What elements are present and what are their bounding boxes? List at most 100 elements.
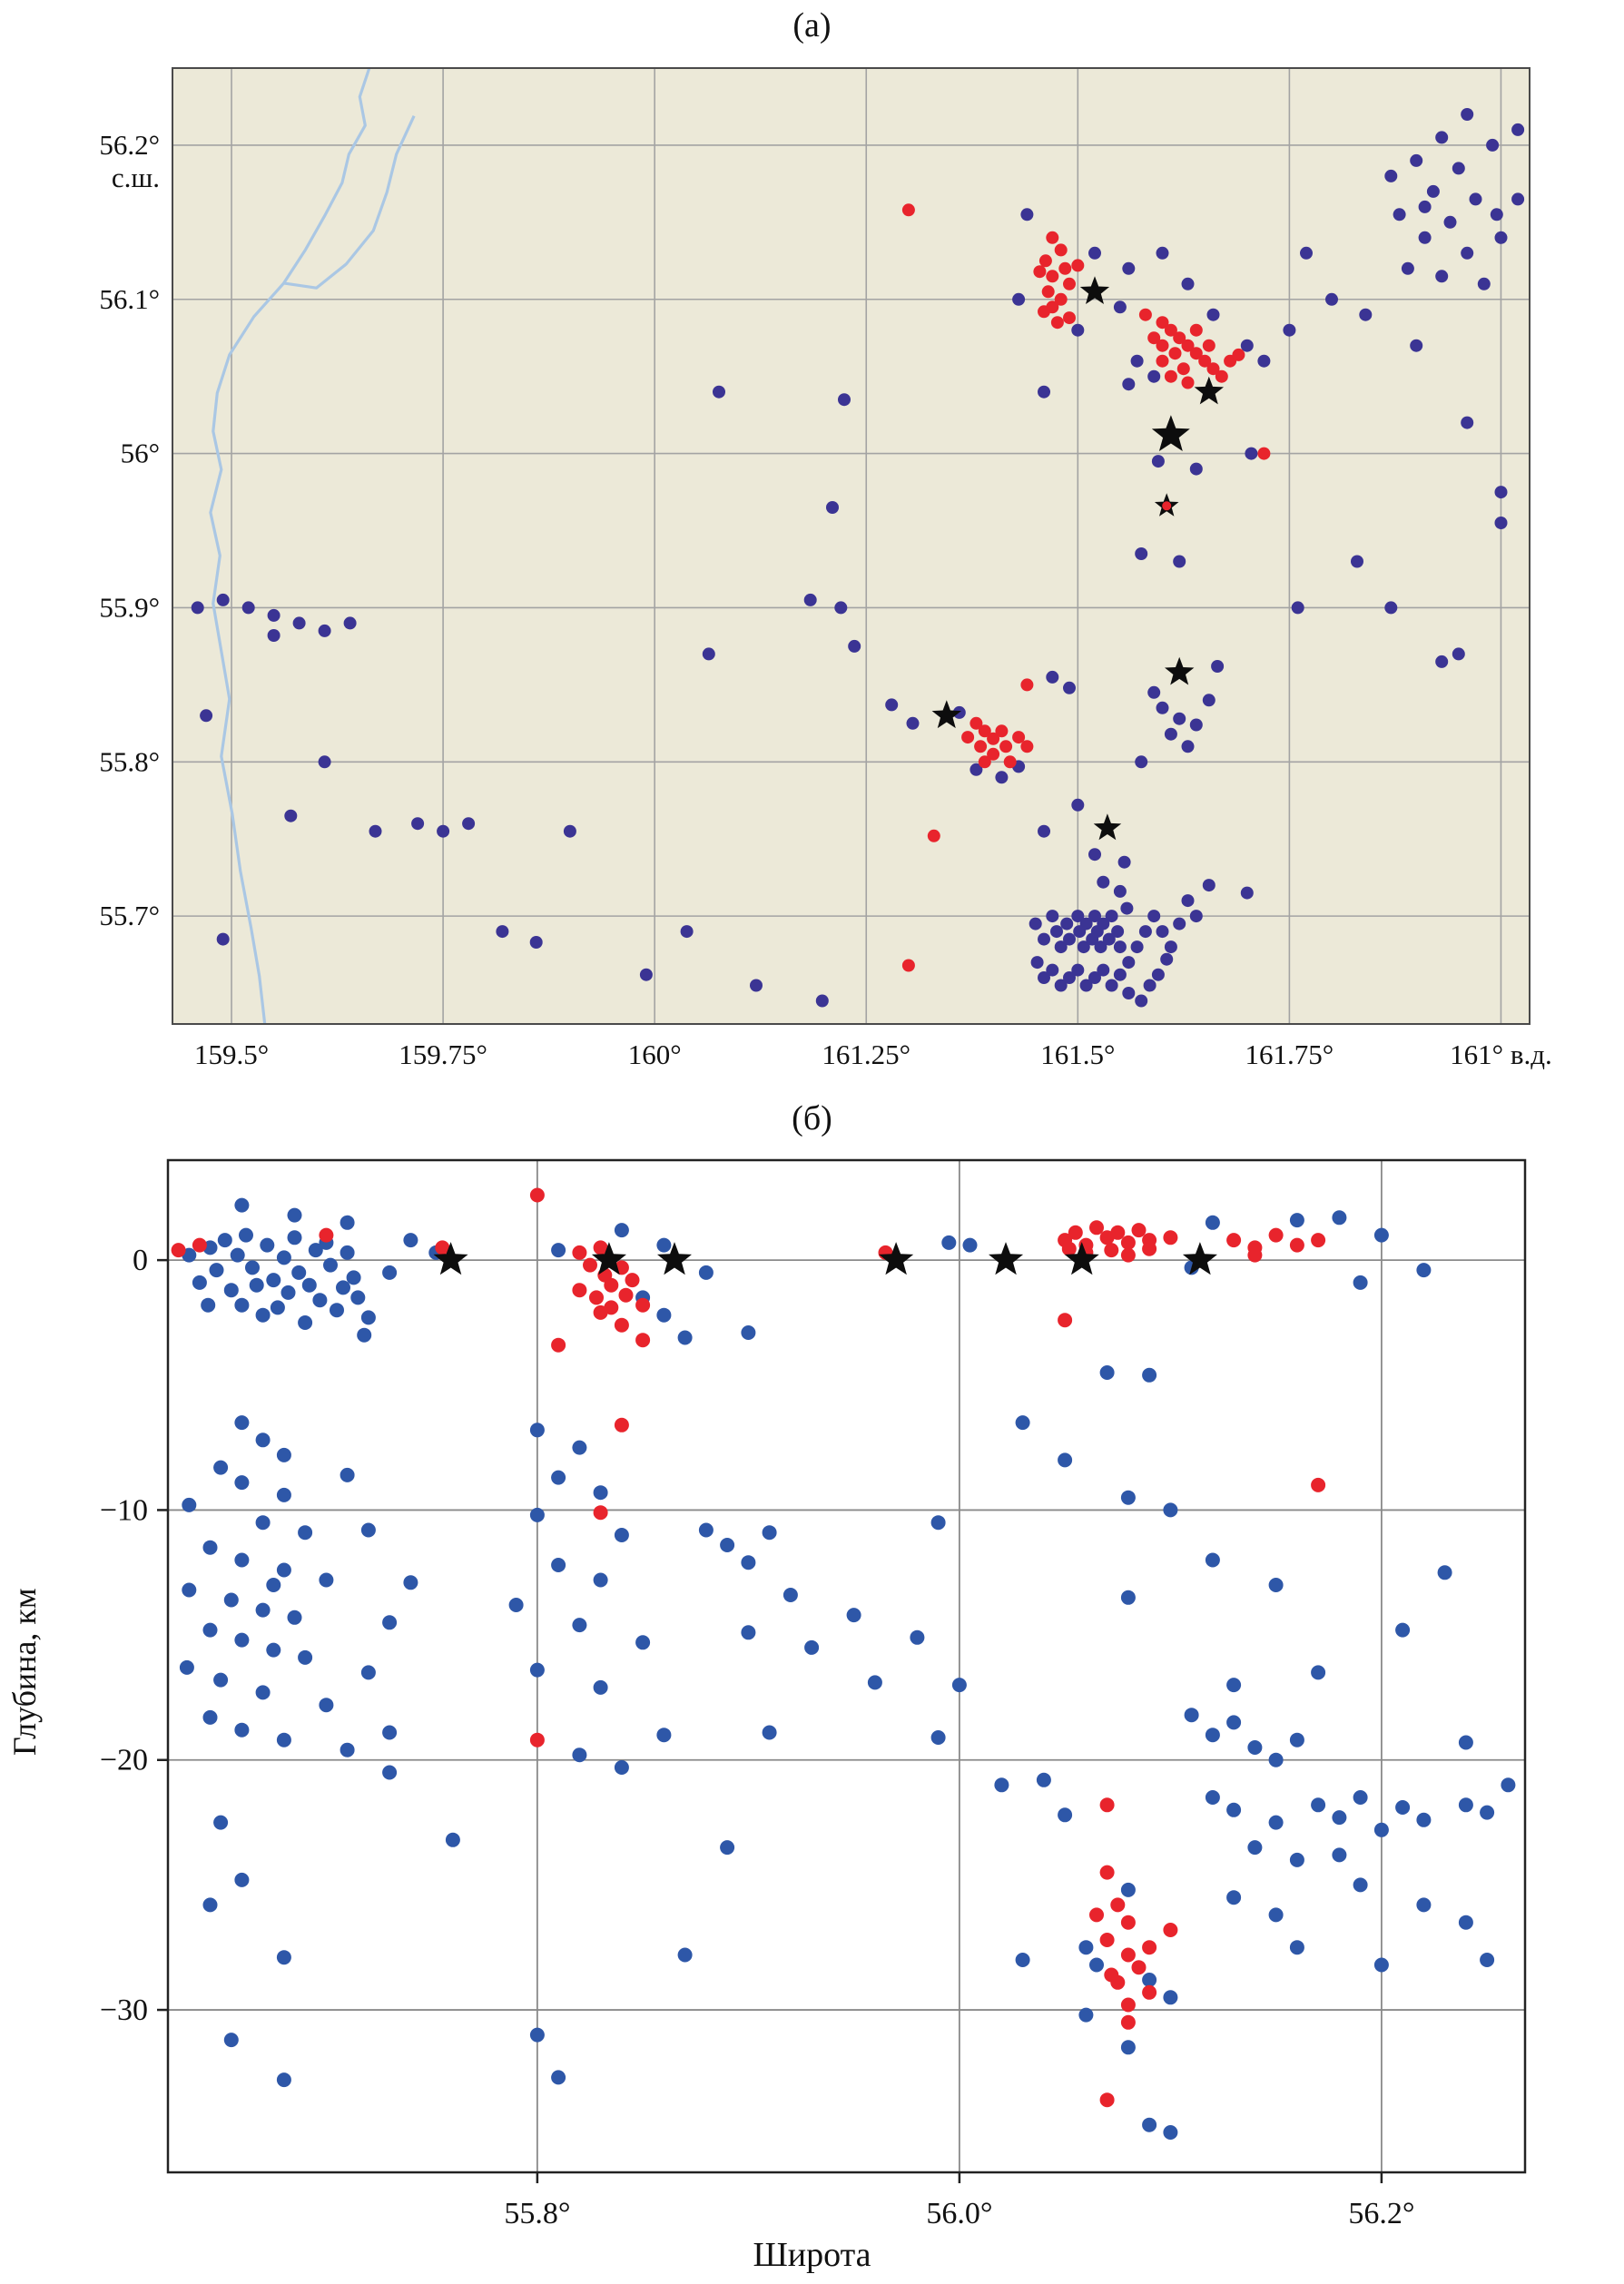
epicenter-star: [879, 1242, 914, 1275]
event-dot: [1164, 727, 1177, 741]
event-dot: [201, 1297, 216, 1313]
event-dot: [1189, 462, 1203, 476]
event-dot: [1163, 1990, 1178, 2005]
event-dot: [1120, 2040, 1136, 2055]
y-tick-label: −30: [100, 1994, 148, 2027]
event-dot: [593, 1485, 608, 1501]
event-dot: [239, 1227, 253, 1243]
event-dot: [1289, 1732, 1304, 1747]
event-dot: [255, 1515, 271, 1531]
event-dot: [1063, 277, 1076, 290]
event-dot: [1373, 1822, 1389, 1837]
event-dot: [435, 1240, 450, 1255]
event-dot: [593, 1679, 608, 1695]
event-dot: [1477, 277, 1491, 290]
event-dot: [234, 1297, 250, 1313]
event-dot: [1143, 979, 1156, 992]
event-dot: [1181, 740, 1195, 753]
event-dot: [910, 1629, 925, 1645]
event-dot: [1120, 1235, 1136, 1250]
event-dot: [1247, 1247, 1263, 1263]
y-tick-label: 55.8°: [99, 745, 160, 777]
profile-x-tick-labels: 55.8° 56.0° 56.2°: [504, 2197, 1414, 2230]
x-axis-title: Широта: [753, 2236, 871, 2274]
event-dot: [838, 393, 851, 407]
event-dot: [1353, 1877, 1368, 1893]
event-dot: [496, 925, 509, 939]
event-dot: [1206, 362, 1220, 376]
event-dot: [323, 1257, 338, 1273]
event-dot: [319, 1698, 334, 1713]
event-dot: [234, 1872, 250, 1887]
event-dot: [1135, 755, 1148, 769]
event-dot: [276, 1250, 291, 1265]
event-dot: [1240, 886, 1254, 900]
event-dot: [618, 1287, 634, 1303]
epicenter-star: [931, 700, 961, 729]
event-dot: [223, 1592, 239, 1608]
event-dot: [1245, 447, 1258, 460]
event-dot: [930, 1730, 946, 1745]
event-dot: [1088, 910, 1101, 923]
event-dot: [1120, 1947, 1136, 1963]
event-dot: [804, 1639, 820, 1655]
event-dot: [961, 731, 975, 744]
event-dot: [1058, 1313, 1073, 1328]
event-dot: [848, 639, 861, 653]
event-dot: [1268, 1815, 1284, 1830]
event-dot: [437, 824, 450, 838]
event-dot: [572, 1618, 587, 1633]
event-dot: [1097, 963, 1110, 977]
epicenter-star: [1194, 376, 1224, 405]
event-dot: [191, 601, 204, 615]
event-dot: [1135, 547, 1148, 560]
event-dot: [625, 1273, 640, 1288]
event-dot: [551, 1243, 566, 1258]
event-dot: [266, 1273, 281, 1288]
y-tick-label: −20: [100, 1744, 148, 1777]
event-dot: [230, 1247, 245, 1263]
event-dot: [1046, 910, 1059, 923]
event-dot: [1351, 555, 1363, 568]
river-line: [283, 115, 416, 290]
event-dot: [213, 1672, 229, 1688]
event-dot: [1105, 979, 1118, 992]
event-dot: [1071, 963, 1085, 977]
event-dot: [1490, 208, 1503, 222]
profile-y-tick-labels: 0 −10 −20 −30: [100, 1244, 148, 2027]
event-dot: [750, 979, 763, 992]
event-dot: [336, 1280, 350, 1295]
event-dot: [1205, 1215, 1220, 1230]
event-dot: [635, 1297, 651, 1313]
event-dot: [1058, 261, 1072, 275]
event-dot: [834, 601, 848, 615]
event-dot: [529, 936, 543, 949]
event-dot: [382, 1725, 398, 1740]
event-dot: [1181, 339, 1195, 352]
event-dot: [720, 1538, 735, 1552]
event-dot: [1029, 917, 1042, 930]
event-dot: [995, 771, 1009, 784]
event-dot: [1289, 1940, 1304, 1955]
event-dot: [572, 1283, 587, 1298]
event-dot: [343, 616, 357, 630]
event-dot: [360, 1665, 376, 1680]
event-dot: [182, 1582, 197, 1598]
event-dot: [846, 1608, 861, 1623]
event-dot: [593, 1505, 608, 1521]
event-dot: [1283, 323, 1296, 337]
event-dot: [1311, 1233, 1326, 1248]
event-dot: [1094, 940, 1107, 954]
event-dot: [1511, 123, 1525, 136]
event-dot: [1050, 316, 1064, 330]
event-dot: [287, 1230, 302, 1245]
event-dot: [529, 2027, 545, 2043]
event-dot: [762, 1725, 777, 1740]
event-dot: [1240, 339, 1254, 352]
x-tick-label: 161.5°: [1040, 1039, 1115, 1070]
event-dot: [1163, 1923, 1178, 1937]
event-dot: [1163, 1502, 1178, 1518]
event-dot: [216, 932, 230, 946]
event-dot: [245, 1260, 260, 1275]
event-dot: [1163, 1230, 1178, 1245]
